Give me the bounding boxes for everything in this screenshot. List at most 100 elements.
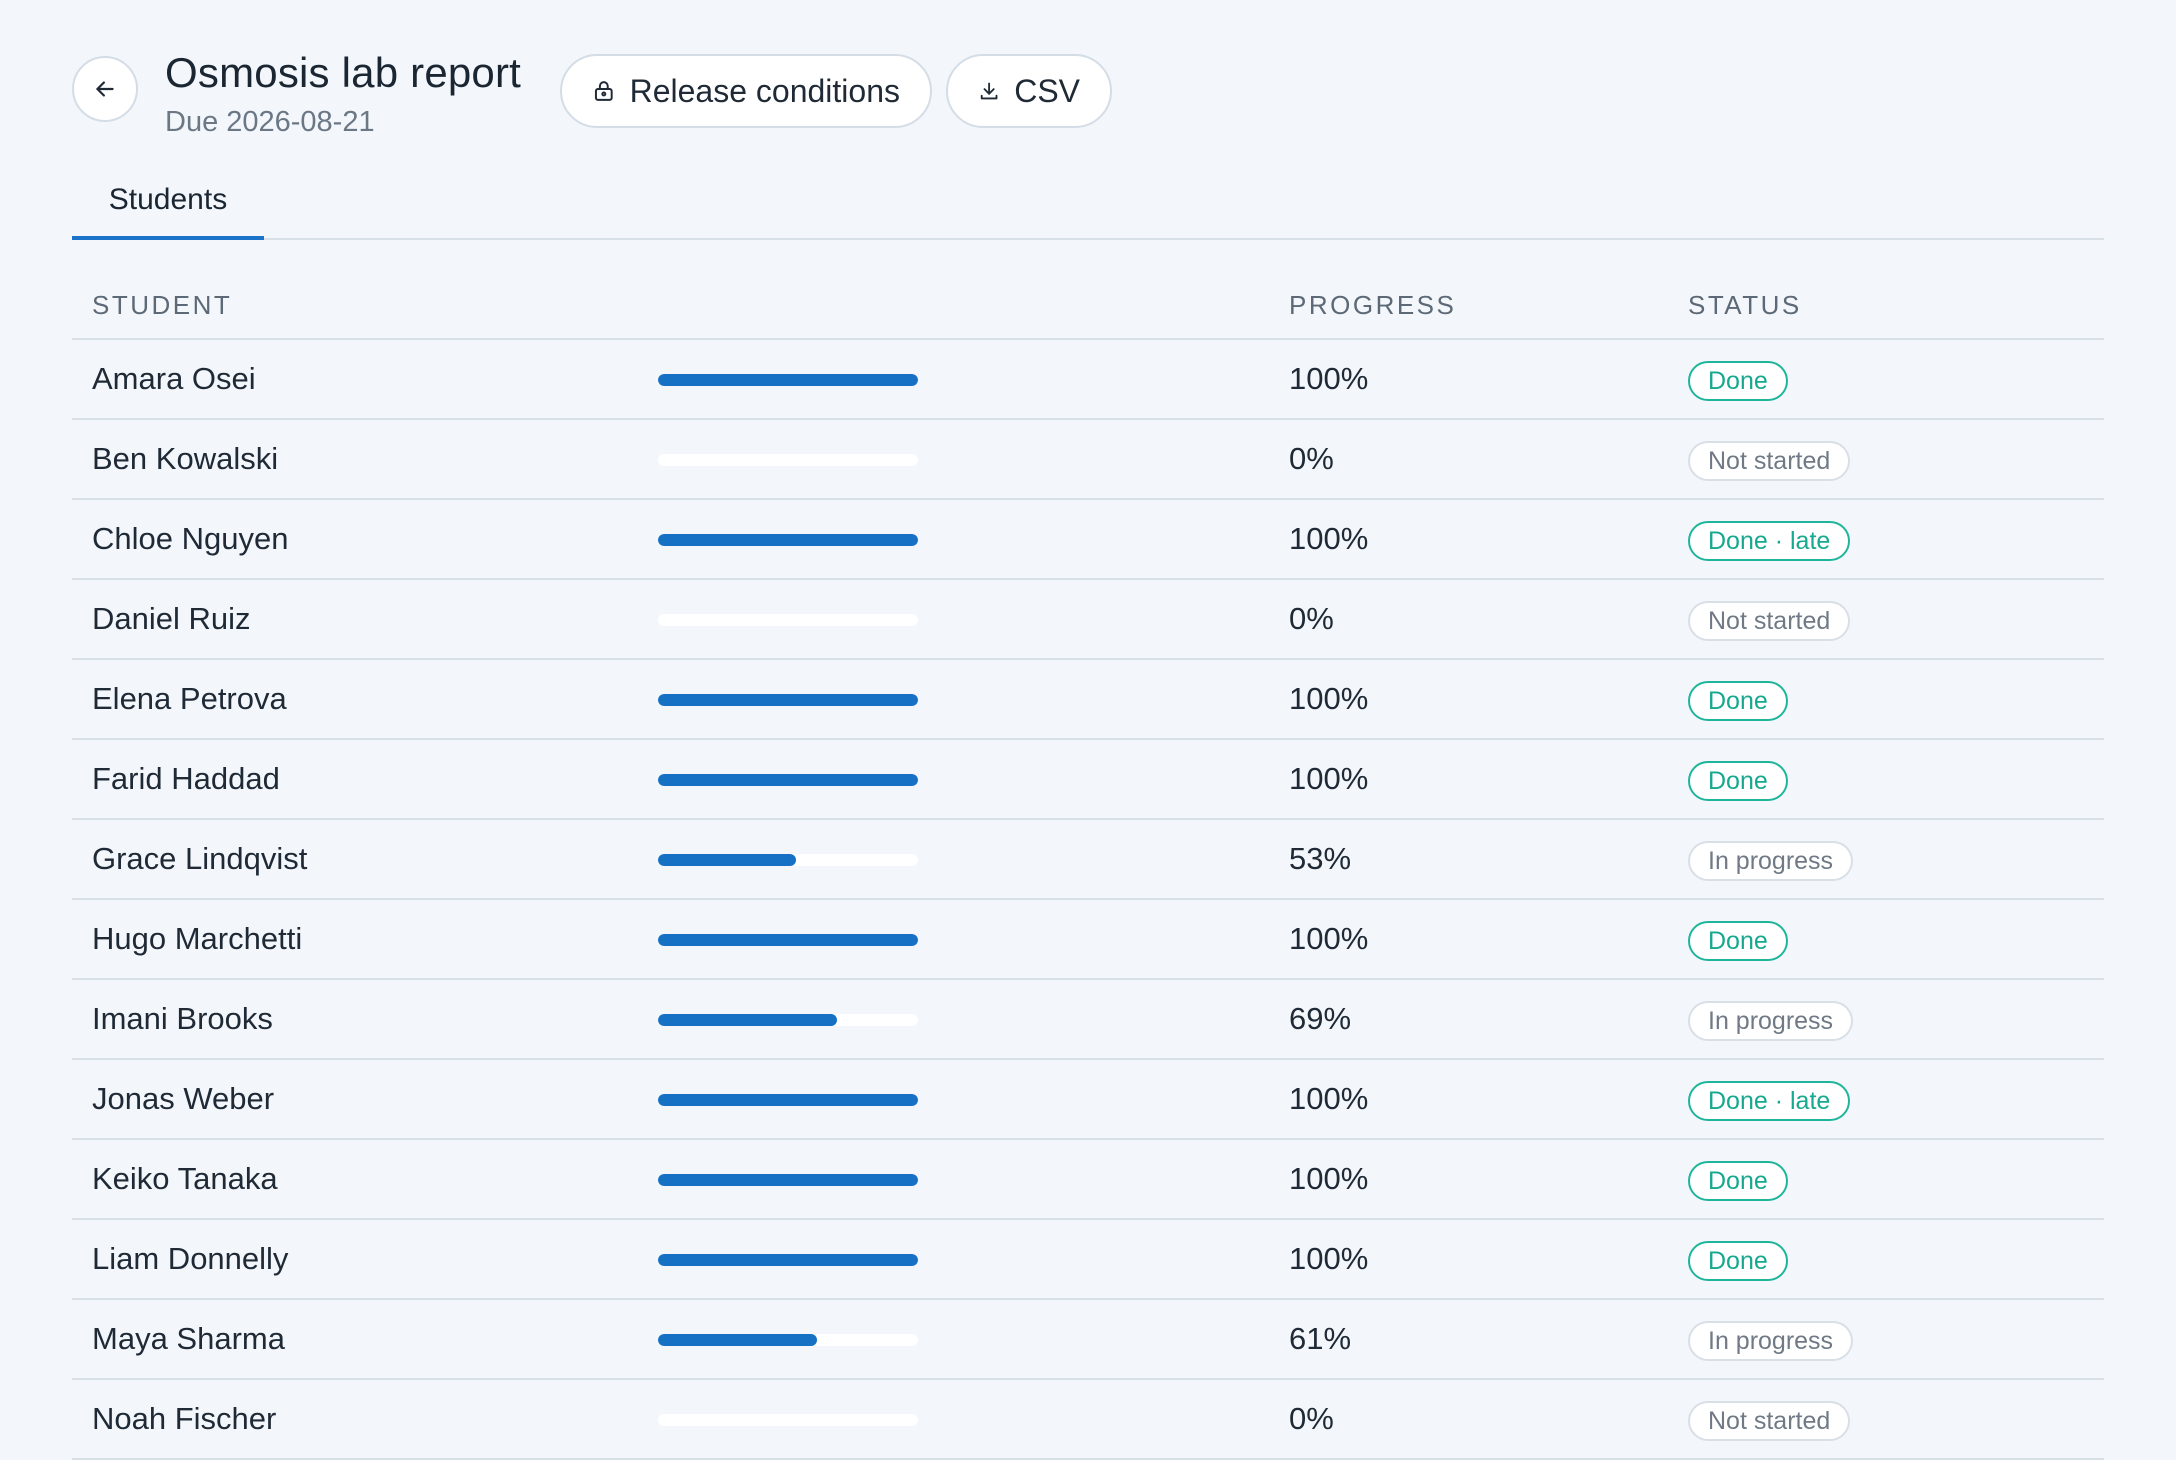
- student-name[interactable]: Grace Lindqvist: [92, 841, 308, 876]
- progress-bar-fill: [658, 1254, 918, 1266]
- progress-percent: 100%: [1289, 1081, 1369, 1116]
- progress-bar: [658, 774, 918, 786]
- status-badge: Done: [1688, 681, 1788, 721]
- status-badge: Not started: [1688, 1401, 1851, 1441]
- release-conditions-label: Release conditions: [629, 72, 900, 109]
- student-name[interactable]: Ben Kowalski: [92, 441, 279, 476]
- title-block: Osmosis lab report Due 2026-08-21: [165, 46, 521, 140]
- table-row[interactable]: Farid Haddad 100% Done: [72, 740, 2104, 820]
- due-date: Due 2026-08-21: [165, 106, 375, 138]
- table-row[interactable]: Maya Sharma 61% In progress: [72, 1300, 2104, 1380]
- status-badge: In progress: [1688, 1321, 1854, 1361]
- student-name[interactable]: Hugo Marchetti: [92, 921, 303, 956]
- progress-percent: 0%: [1289, 441, 1334, 476]
- table-row[interactable]: Keiko Tanaka 100% Done: [72, 1140, 2104, 1220]
- progress-percent: 0%: [1289, 601, 1334, 636]
- progress-bar: [658, 694, 918, 706]
- progress-bar: [658, 1174, 918, 1186]
- table-row[interactable]: Chloe Nguyen 100% Done · late: [72, 500, 2104, 580]
- status-badge: Done: [1688, 1161, 1788, 1201]
- column-header-student[interactable]: STUDENT: [92, 290, 233, 320]
- table-header: STUDENT PROGRESS STATUS: [72, 272, 2104, 340]
- student-name[interactable]: Daniel Ruiz: [92, 601, 251, 636]
- progress-percent: 100%: [1289, 681, 1369, 716]
- status-badge: Done · late: [1688, 1081, 1851, 1121]
- tab-students[interactable]: Students: [72, 178, 264, 240]
- status-badge: Not started: [1688, 601, 1851, 641]
- column-header-status[interactable]: STATUS: [1688, 290, 1802, 320]
- status-badge: In progress: [1688, 1001, 1854, 1041]
- progress-bar: [658, 1094, 918, 1106]
- progress-bar: [658, 1254, 918, 1266]
- table-row[interactable]: Amara Osei 100% Done: [72, 340, 2104, 420]
- progress-bar: [658, 1334, 918, 1346]
- progress-percent: 100%: [1289, 1161, 1369, 1196]
- table-row[interactable]: Jonas Weber 100% Done · late: [72, 1060, 2104, 1140]
- table-row[interactable]: Imani Brooks 69% In progress: [72, 980, 2104, 1060]
- progress-bar: [658, 534, 918, 546]
- progress-percent: 100%: [1289, 521, 1369, 556]
- progress-bar: [658, 454, 918, 466]
- progress-percent: 100%: [1289, 1241, 1369, 1276]
- table-row[interactable]: Ben Kowalski 0% Not started: [72, 420, 2104, 500]
- tab-bar: Students: [72, 168, 2104, 240]
- progress-bar: [658, 854, 918, 866]
- student-name[interactable]: Maya Sharma: [92, 1321, 285, 1356]
- column-header-progress[interactable]: PROGRESS: [1289, 290, 1457, 320]
- student-name[interactable]: Imani Brooks: [92, 1001, 273, 1036]
- progress-bar-fill: [658, 854, 796, 866]
- csv-download-button[interactable]: CSV: [946, 54, 1112, 128]
- progress-bar: [658, 1014, 918, 1026]
- progress-bar-fill: [658, 1174, 918, 1186]
- arrow-left-icon: [96, 81, 114, 97]
- progress-bar-fill: [658, 1014, 838, 1026]
- status-badge: Not started: [1688, 441, 1851, 481]
- student-name[interactable]: Farid Haddad: [92, 761, 280, 796]
- student-name[interactable]: Chloe Nguyen: [92, 521, 289, 556]
- status-badge: Done: [1688, 921, 1788, 961]
- progress-percent: 100%: [1289, 761, 1369, 796]
- status-badge: Done: [1688, 761, 1788, 801]
- progress-percent: 100%: [1289, 361, 1369, 396]
- progress-percent: 53%: [1289, 841, 1352, 876]
- csv-label: CSV: [1014, 72, 1080, 109]
- back-button[interactable]: [72, 56, 138, 122]
- table-row[interactable]: Grace Lindqvist 53% In progress: [72, 820, 2104, 900]
- progress-bar-fill: [658, 1334, 817, 1346]
- page-header: Osmosis lab report Due 2026-08-21 Releas…: [72, 49, 2104, 138]
- student-name[interactable]: Keiko Tanaka: [92, 1161, 278, 1196]
- progress-bar: [658, 934, 918, 946]
- progress-bar: [658, 1414, 918, 1426]
- table-row[interactable]: Hugo Marchetti 100% Done: [72, 900, 2104, 980]
- progress-bar-fill: [658, 1094, 918, 1106]
- progress-percent: 100%: [1289, 921, 1369, 956]
- status-badge: In progress: [1688, 841, 1854, 881]
- table-row[interactable]: Noah Fischer 0% Not started: [72, 1380, 2104, 1460]
- student-name[interactable]: Liam Donnelly: [92, 1241, 289, 1276]
- progress-bar: [658, 374, 918, 386]
- page-title: Osmosis lab report: [165, 49, 522, 96]
- progress-bar: [658, 614, 918, 626]
- progress-bar-fill: [658, 934, 918, 946]
- progress-bar-fill: [658, 374, 918, 386]
- download-icon: [980, 82, 998, 100]
- lock-icon: [594, 81, 613, 101]
- table-row[interactable]: Liam Donnelly 100% Done: [72, 1220, 2104, 1300]
- progress-percent: 0%: [1289, 1401, 1334, 1436]
- table-body: Amara Osei 100% Done Ben Kowalski 0% Not star…: [72, 340, 2104, 1460]
- student-name[interactable]: Noah Fischer: [92, 1401, 277, 1436]
- progress-bar-fill: [658, 694, 918, 706]
- status-badge: Done · late: [1688, 521, 1851, 561]
- release-conditions-button[interactable]: Release conditions: [560, 54, 932, 128]
- student-name[interactable]: Amara Osei: [92, 361, 256, 396]
- progress-percent: 69%: [1289, 1001, 1352, 1036]
- table-row[interactable]: Daniel Ruiz 0% Not started: [72, 580, 2104, 660]
- students-table: STUDENT PROGRESS STATUS Amara Osei 100% Do…: [72, 272, 2104, 1460]
- status-badge: Done: [1688, 361, 1788, 401]
- student-name[interactable]: Jonas Weber: [92, 1081, 275, 1116]
- student-name[interactable]: Elena Petrova: [92, 681, 287, 716]
- table-row[interactable]: Elena Petrova 100% Done: [72, 660, 2104, 740]
- progress-bar-fill: [658, 774, 918, 786]
- progress-bar-fill: [658, 534, 918, 546]
- status-badge: Done: [1688, 1241, 1788, 1281]
